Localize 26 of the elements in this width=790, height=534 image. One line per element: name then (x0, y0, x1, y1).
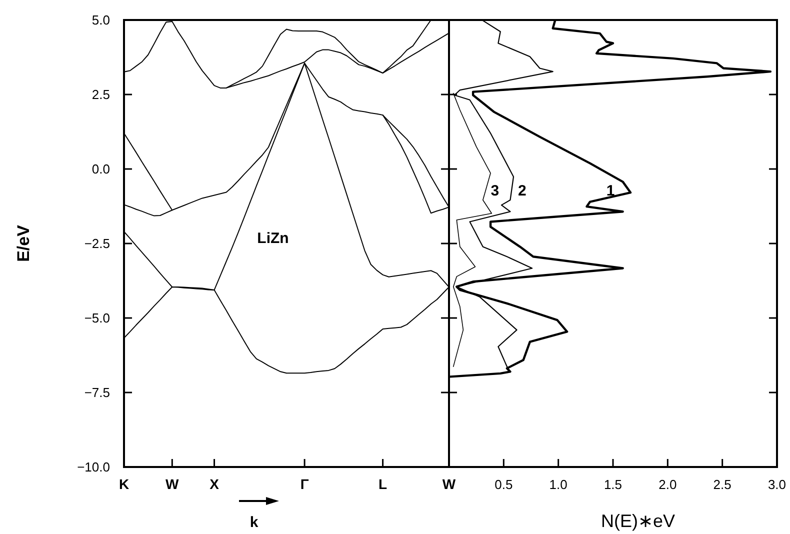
y-axis-title: E/eV (14, 224, 33, 262)
x-tick-label: L (378, 476, 388, 492)
x-tick-label: 2.5 (713, 477, 732, 492)
y-tick-label: 0.0 (92, 162, 110, 177)
y-tick-label: −10.0 (77, 460, 110, 475)
x-tick-label: X (210, 476, 220, 492)
x-tick-label: K (118, 476, 130, 492)
x-tick-label: 0.5 (494, 477, 513, 492)
x-tick-label: 1.5 (604, 477, 622, 492)
x-tick-label: 1.0 (549, 477, 568, 492)
x-tick-label: 3.0 (768, 477, 786, 492)
y-tick-label: −5.0 (84, 310, 110, 326)
annotation: LiZn (257, 230, 289, 247)
x-axis-title: k (250, 514, 259, 531)
x-tick-label: W (166, 476, 180, 492)
series-label: 1 (606, 182, 615, 200)
series-label: 3 (490, 182, 500, 200)
y-tick-label: 5.0 (92, 12, 110, 28)
x-axis-title: N(E)∗eV (600, 511, 676, 531)
series-label: 2 (518, 182, 526, 200)
y-tick-label: −2.5 (84, 236, 110, 252)
x-tick-label: Γ (300, 476, 310, 492)
y-tick-label: −7.5 (84, 385, 110, 400)
y-tick-label: 2.5 (92, 87, 110, 102)
x-tick-label: 2.0 (658, 477, 677, 492)
x-tick-label: W (442, 476, 456, 492)
